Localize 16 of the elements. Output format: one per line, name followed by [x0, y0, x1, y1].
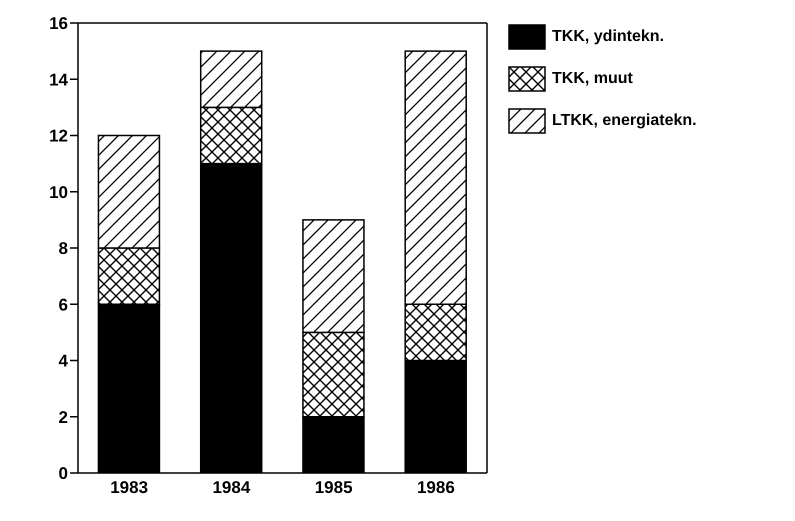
legend-label: TKK, muut — [552, 70, 633, 88]
y-tick-label: 16 — [49, 14, 68, 34]
x-tick-label: 1984 — [212, 478, 251, 498]
y-tick-label: 6 — [58, 295, 68, 314]
x-tick-label: 1985 — [314, 478, 353, 498]
legend-label: LTKK, energiatekn. — [552, 112, 697, 130]
legend-label: TKK, ydintekn. — [552, 28, 664, 46]
y-tick-label: 14 — [49, 70, 69, 90]
y-tick-label: 4 — [58, 352, 69, 371]
x-tick-label: 1983 — [110, 478, 148, 498]
x-tick-label: 1986 — [416, 478, 455, 498]
y-tick-label: 12 — [49, 126, 68, 146]
y-tick-label: 0 — [58, 464, 68, 484]
y-tick-label: 2 — [58, 408, 68, 427]
y-tick-label: 10 — [49, 182, 68, 202]
y-tick-label: 8 — [58, 239, 68, 258]
